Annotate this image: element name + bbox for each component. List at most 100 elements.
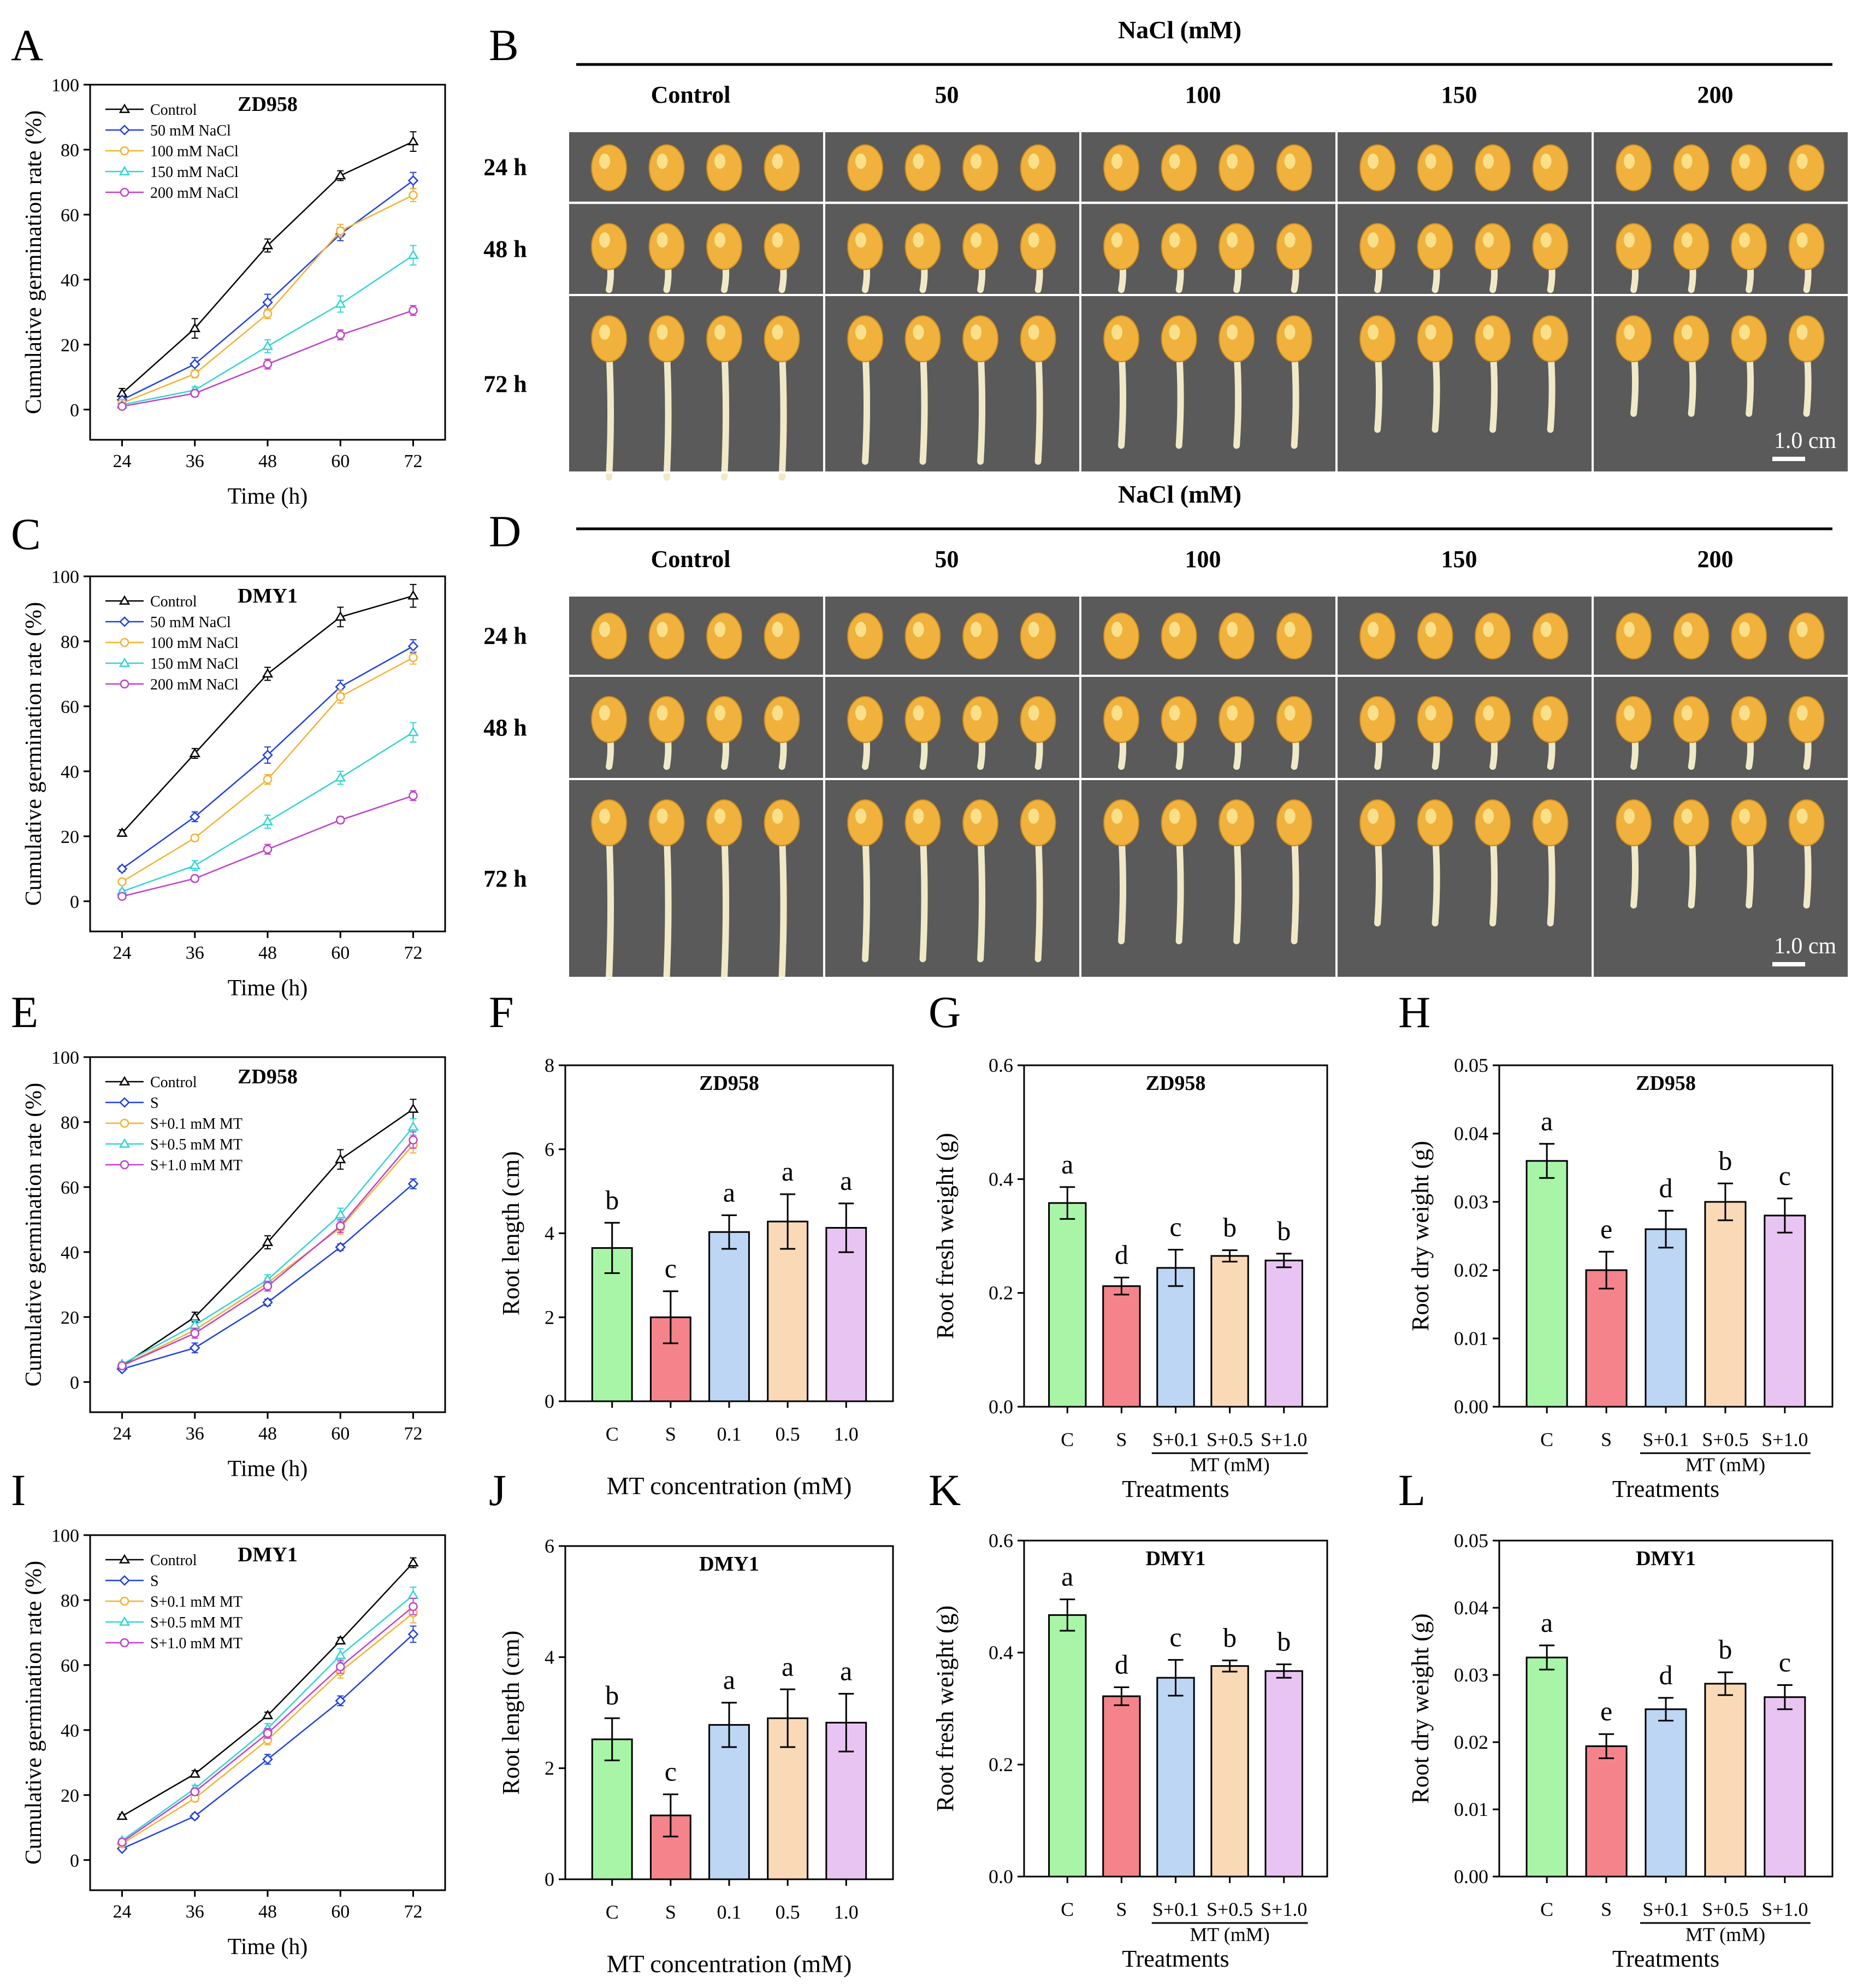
seed-highlight [1169, 809, 1180, 824]
seed [1475, 799, 1511, 846]
series-control: Control [105, 583, 419, 837]
series-control: Control [105, 102, 419, 399]
y-tick-label: 0.04 [1454, 1597, 1488, 1619]
seed-highlight [1739, 154, 1750, 169]
bar [1210, 1255, 1249, 1408]
series-s-1-0-mm-mt: S+1.0 mM MT [105, 1597, 418, 1847]
photo-tile [825, 597, 1079, 675]
data-point [190, 874, 199, 883]
chart-title: ZD958 [699, 1072, 759, 1095]
y-tick-label: 0 [70, 892, 79, 912]
seed-highlight [1284, 622, 1296, 638]
y-tick-label: 0 [70, 400, 79, 421]
data-point [190, 1787, 199, 1797]
legend-label: S+1.0 mM MT [150, 1157, 243, 1174]
legend-marker [120, 1638, 129, 1648]
photo-tile [1081, 204, 1335, 294]
seed-highlight [1111, 232, 1123, 248]
data-point [409, 791, 418, 800]
x-tick-label: S [1116, 1898, 1127, 1920]
seed-highlight [1028, 622, 1039, 638]
x-tick-label: 72 [404, 1902, 423, 1922]
seed-highlight [1227, 809, 1238, 824]
x-tick-label: 72 [404, 943, 423, 963]
significance-letter: a [782, 1156, 794, 1187]
seed-highlight [1169, 325, 1180, 340]
seed-highlight [1681, 325, 1693, 340]
photo-tile [1081, 597, 1335, 675]
seed-highlight [855, 705, 867, 721]
seed [1219, 223, 1255, 270]
y-axis-label: Root fresh weight (g) [932, 1606, 959, 1812]
column-label: 100 [1185, 546, 1221, 573]
seed-highlight [599, 809, 611, 824]
data-point [336, 815, 345, 825]
seed [1020, 612, 1056, 660]
seed-highlight [1483, 232, 1494, 248]
seed-highlight [1739, 705, 1750, 721]
x-tick-label: S+0.5 [1207, 1429, 1253, 1450]
x-axis-label: MT concentration (mM) [607, 1950, 852, 1978]
seed-highlight [657, 325, 668, 340]
seed-highlight [1796, 232, 1808, 248]
scale-bar-label: 1.0 cm [1774, 428, 1837, 453]
line-chart-e: 0 20 40 60 80 100 24 36 48 60 72 Time (h) Cumulative… [21, 1048, 446, 1482]
seed-highlight [1681, 154, 1693, 169]
y-tick-label: 0.00 [1454, 1396, 1488, 1418]
series-line [122, 255, 414, 406]
series-control: Control [105, 1074, 419, 1370]
data-point [116, 1810, 128, 1820]
group-label: MT (mM) [1686, 1454, 1765, 1476]
y-tick-label: 60 [61, 1178, 79, 1198]
seed-highlight [1227, 705, 1238, 721]
photo-tile [1338, 677, 1592, 778]
seed-highlight [1540, 809, 1552, 824]
seed-root [1489, 830, 1498, 927]
data-point [335, 1242, 346, 1253]
y-tick-label: 2 [545, 1757, 554, 1779]
bar [1210, 1665, 1249, 1878]
x-tick-label: 24 [113, 1424, 132, 1444]
y-tick-label: 0 [70, 1373, 79, 1393]
photo-tile [1594, 204, 1848, 294]
seed [847, 799, 884, 846]
seed [1731, 144, 1767, 192]
data-point [190, 369, 199, 379]
seed-highlight [1483, 622, 1494, 638]
seed [706, 799, 743, 846]
seed [962, 696, 999, 743]
seed [591, 696, 628, 743]
legend-label: Control [150, 1074, 197, 1091]
seed-highlight [913, 705, 924, 721]
x-tick-label: 60 [331, 1902, 350, 1922]
legend-label: Control [150, 102, 197, 119]
seed-highlight [855, 809, 867, 824]
seed-highlight [1681, 809, 1693, 824]
panel-letter-b: B [489, 20, 519, 70]
bar [1264, 1259, 1303, 1408]
x-tick-label: S [665, 1901, 676, 1923]
seed [1532, 223, 1569, 270]
photo-tile [1338, 132, 1592, 202]
row-label: 48 h [483, 715, 527, 741]
scale-bar-label: 1.0 cm [1774, 934, 1837, 959]
seed-highlight [971, 232, 982, 248]
seed [1616, 315, 1652, 362]
x-tick-label: S [1601, 1429, 1612, 1450]
y-axis-label: Root length (cm) [498, 1151, 524, 1315]
y-tick-label: 0.04 [1454, 1123, 1488, 1145]
data-point [263, 1729, 273, 1738]
seed [1731, 223, 1767, 270]
seed [1219, 144, 1255, 192]
legend-label: 50 mM NaCl [150, 122, 231, 139]
seed [1417, 612, 1453, 660]
seed-highlight [1284, 232, 1296, 248]
line-chart-a: 0 20 40 60 80 100 24 36 48 60 72 Time (h) Cumulative… [21, 75, 446, 509]
y-tick-label: 0.4 [989, 1642, 1013, 1663]
series-s-1-0-mm-mt: S+1.0 mM MT [105, 1131, 418, 1371]
seed-highlight [1028, 325, 1039, 340]
x-axis-label: Time (h) [228, 1934, 308, 1960]
significance-letter: a [840, 1165, 852, 1196]
seed-highlight [855, 622, 867, 638]
x-axis-label: Time (h) [228, 1456, 308, 1482]
